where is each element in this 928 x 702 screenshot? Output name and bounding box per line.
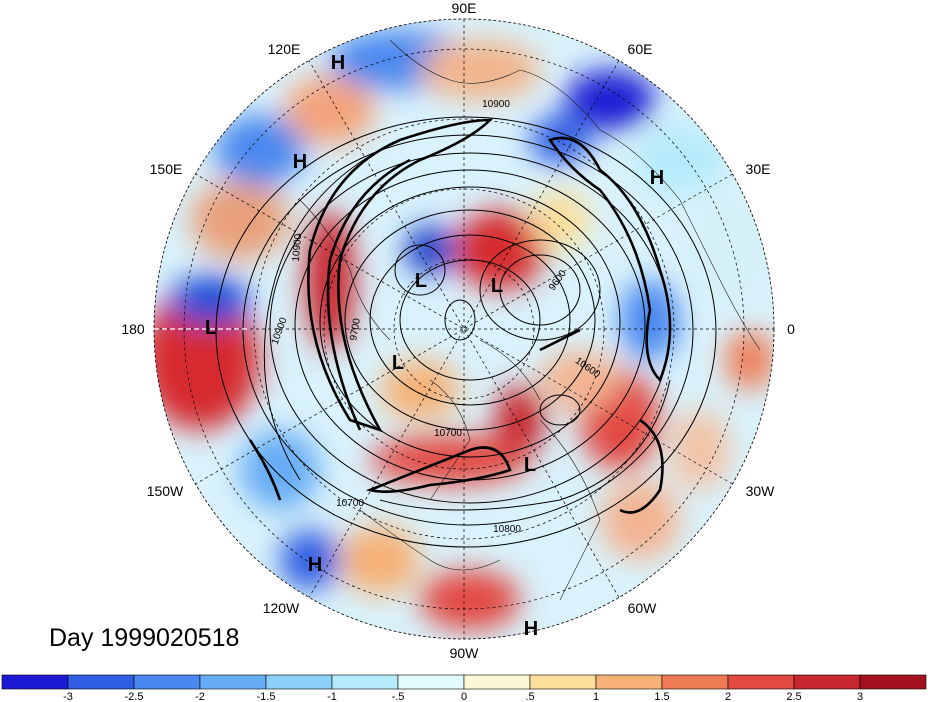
colorbar-tick-label: 3 xyxy=(857,691,863,702)
colorbar-tick-label: -3 xyxy=(63,691,73,702)
colorbar: -3 -2.5 -2 -1.5 -1 -.5 0 .5 1 1.5 2 2.5 3 xyxy=(1,674,927,702)
colorbar-swatch xyxy=(463,674,531,690)
colorbar-swatch xyxy=(199,674,267,690)
jet-contours xyxy=(248,118,672,514)
lon-label-30e: 30E xyxy=(746,161,771,177)
colorbar-tick-label: .5 xyxy=(525,691,534,702)
colorbar-swatch xyxy=(727,674,795,690)
colorbar-swatch xyxy=(397,674,465,690)
lon-label-60w: 60W xyxy=(628,600,658,616)
lon-label-30w: 30W xyxy=(746,483,776,499)
colorbar-tick-label: -2 xyxy=(195,691,205,702)
lon-label-150e: 150E xyxy=(150,161,183,177)
colorbar-swatch xyxy=(331,674,399,690)
lon-label-0: 0 xyxy=(787,321,795,337)
high-marker: H xyxy=(524,618,538,640)
longitude-labels: 90E 60E 30E 0 30W 60W 90W 120W 150W 180 … xyxy=(121,0,795,661)
colorbar-swatch xyxy=(859,674,927,690)
colorbar-swatch xyxy=(67,674,135,690)
colorbar-tick-label: -1.5 xyxy=(257,691,276,702)
lon-label-90w: 90W xyxy=(450,645,480,661)
graticule xyxy=(154,19,774,639)
low-marker: L xyxy=(524,454,536,476)
colorbar-swatch xyxy=(661,674,729,690)
colorbar-swatch xyxy=(1,674,69,690)
high-marker: H xyxy=(650,167,664,189)
high-marker: H xyxy=(308,554,322,576)
colorbar-swatch xyxy=(529,674,597,690)
lon-label-120w: 120W xyxy=(263,600,300,616)
contour-label: 10900 xyxy=(291,233,304,262)
lon-label-60e: 60E xyxy=(628,41,653,57)
map-boundary xyxy=(153,18,775,640)
map-title: Day 1999020518 xyxy=(49,624,239,652)
lon-label-120e: 120E xyxy=(268,41,301,57)
colorbar-swatch xyxy=(265,674,333,690)
pressure-system-labels: H H H H H L L L L L xyxy=(205,52,664,640)
contour-label: 10700 xyxy=(434,428,462,439)
high-marker: H xyxy=(293,151,307,173)
colorbar-swatch xyxy=(793,674,861,690)
colorbar-tick-label: -.5 xyxy=(392,691,405,702)
contour-label: 9700 xyxy=(348,317,363,341)
colorbar-tick-label: 2.5 xyxy=(786,691,801,702)
colorbar-tick-label: 1.5 xyxy=(654,691,669,702)
low-marker: L xyxy=(491,275,503,297)
low-marker: L xyxy=(392,352,404,374)
contour-label: 10900 xyxy=(482,99,510,110)
colorbar-tick-label: 0 xyxy=(461,691,467,702)
lon-label-180: 180 xyxy=(121,321,145,337)
lon-label-90e: 90E xyxy=(452,0,477,16)
low-marker: L xyxy=(415,270,427,292)
colorbar-tick-label: -2.5 xyxy=(125,691,144,702)
coastlines xyxy=(299,39,761,601)
high-marker: H xyxy=(331,52,345,74)
colorbar-swatch xyxy=(133,674,201,690)
lon-label-150w: 150W xyxy=(147,483,184,499)
colorbar-tick-label: 1 xyxy=(593,691,599,702)
colorbar-tick-label: -1 xyxy=(327,691,337,702)
low-marker: L xyxy=(205,317,217,339)
anomaly-field xyxy=(154,19,774,639)
contour-label: 10700 xyxy=(336,498,364,509)
colorbar-tick-label: 2 xyxy=(725,691,731,702)
colorbar-swatch xyxy=(595,674,663,690)
contour-label: 10800 xyxy=(493,524,521,535)
